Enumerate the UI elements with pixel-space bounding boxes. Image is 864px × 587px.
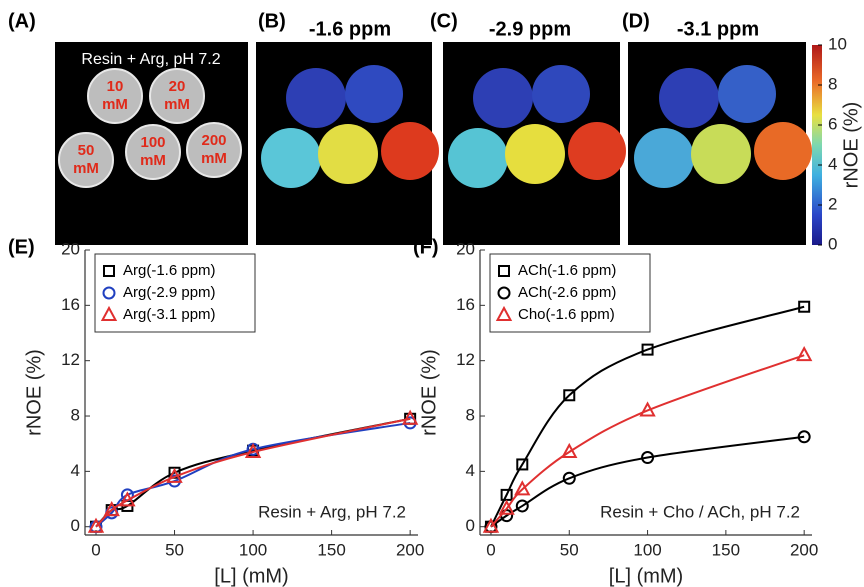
legend-label: ACh(-1.6 ppm) [518, 262, 616, 279]
y-tick-label: 8 [71, 406, 80, 425]
colorbar-tick-label: 10 [828, 34, 847, 53]
panel-label: (B) [258, 10, 286, 32]
marker [798, 348, 811, 360]
x-tick-label: 100 [239, 540, 267, 559]
y-tick-label: 0 [71, 516, 80, 535]
legend-label: Arg(-2.9 ppm) [123, 284, 216, 301]
legend-label: ACh(-2.6 ppm) [518, 284, 616, 301]
panel-title: -2.9 ppm [489, 18, 571, 40]
y-tick-label: 20 [61, 239, 80, 258]
panel-label: (A) [8, 10, 36, 32]
panel-label: (E) [8, 236, 35, 258]
y-tick-label: 0 [466, 516, 475, 535]
concentration-number: 100 [140, 134, 165, 151]
panel-title: -1.6 ppm [309, 18, 391, 40]
concentration-number: 10 [107, 78, 124, 95]
x-tick-label: 150 [317, 540, 345, 559]
concentration-number: 20 [169, 78, 186, 95]
legend-label: Cho(-1.6 ppm) [518, 306, 615, 323]
concentration-unit: mM [73, 160, 99, 177]
legend-label: Arg(-1.6 ppm) [123, 262, 216, 279]
panel-label: (D) [622, 10, 650, 32]
annotation: Resin + Cho / ACh, pH 7.2 [600, 502, 800, 521]
concentration-unit: mM [164, 96, 190, 113]
y-tick-label: 12 [61, 350, 80, 369]
x-tick-label: 50 [165, 540, 184, 559]
series-curve [491, 355, 804, 527]
x-tick-label: 150 [712, 540, 740, 559]
y-axis-label: rNOE (%) [418, 349, 440, 436]
x-tick-label: 0 [486, 540, 495, 559]
x-axis-label: [L] (mM) [214, 565, 288, 587]
x-tick-label: 0 [91, 540, 100, 559]
x-tick-label: 100 [633, 540, 661, 559]
y-tick-label: 8 [466, 406, 475, 425]
panel-title: -3.1 ppm [677, 18, 759, 40]
concentration-unit: mM [201, 150, 227, 167]
colorbar-tick-label: 4 [828, 154, 837, 173]
x-tick-label: 200 [790, 540, 818, 559]
x-axis-label: [L] (mM) [609, 565, 683, 587]
concentration-number: 50 [78, 142, 95, 159]
panel-label: (F) [413, 236, 439, 258]
y-tick-label: 16 [456, 295, 475, 314]
image-caption: Resin + Arg, pH 7.2 [81, 51, 220, 68]
y-tick-label: 12 [456, 350, 475, 369]
y-axis-label: rNOE (%) [23, 349, 45, 436]
x-tick-label: 200 [396, 540, 424, 559]
colorbar-tick-label: 6 [828, 114, 837, 133]
legend-label: Arg(-3.1 ppm) [123, 306, 216, 323]
x-tick-label: 50 [560, 540, 579, 559]
series-curve [491, 307, 804, 527]
colorbar-tick-label: 2 [828, 194, 837, 213]
annotation: Resin + Arg, pH 7.2 [258, 502, 406, 521]
panel-label: (C) [430, 10, 458, 32]
concentration-unit: mM [102, 96, 128, 113]
y-tick-label: 16 [61, 295, 80, 314]
y-tick-label: 4 [466, 461, 475, 480]
colorbar [812, 45, 822, 245]
concentration-unit: mM [140, 152, 166, 169]
colorbar-tick-label: 0 [828, 234, 837, 253]
colorbar-label: rNOE (%) [840, 102, 862, 189]
concentration-number: 200 [201, 132, 226, 149]
y-tick-label: 20 [456, 239, 475, 258]
figure: (A) Resin + Arg, pH 7.2 (B) -1.6 ppm (C)… [0, 0, 864, 587]
colorbar-tick-label: 8 [828, 74, 837, 93]
y-tick-label: 4 [71, 461, 80, 480]
